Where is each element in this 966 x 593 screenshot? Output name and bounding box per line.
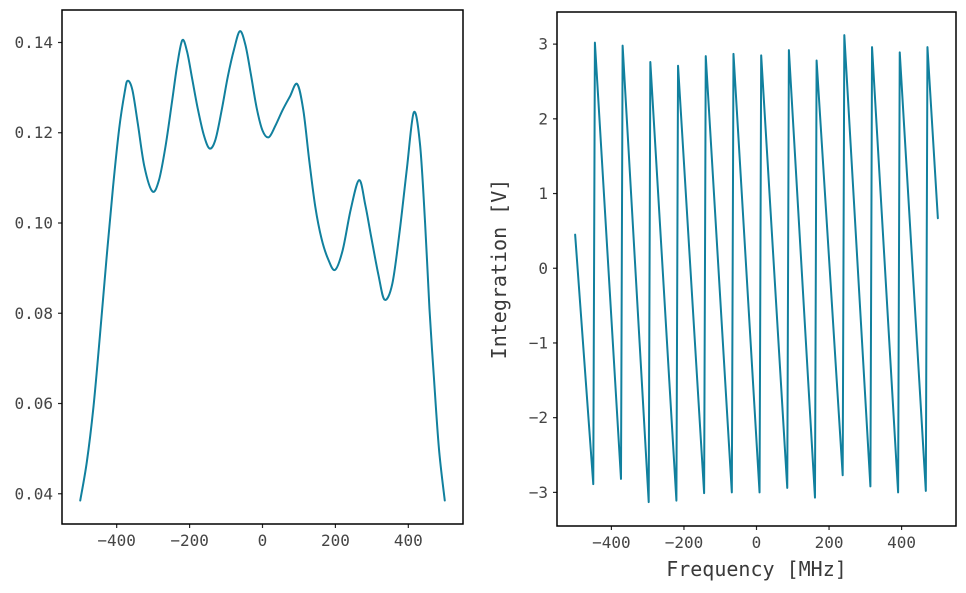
x-tick-label: 0 [258, 531, 268, 550]
x-tick-label: 200 [321, 531, 350, 550]
x-tick-label: 0 [752, 533, 762, 552]
y-tick-label: 0.04 [14, 484, 53, 503]
x-tick-label: 400 [394, 531, 423, 550]
x-tick-label: 400 [887, 533, 916, 552]
y-tick-label: −1 [529, 333, 548, 352]
y-tick-label: 0.10 [14, 214, 53, 233]
x-tick-label: −200 [665, 533, 704, 552]
y-tick-label: 0.12 [14, 123, 53, 142]
y-axis-label: Integration [V] [487, 178, 511, 360]
y-tick-label: −2 [529, 408, 548, 427]
integration-phase-curve [574, 34, 939, 504]
axes-frame-right [556, 11, 957, 527]
y-tick-label: −3 [529, 483, 548, 502]
y-tick-label: 0 [538, 259, 548, 278]
y-tick-label: 3 [538, 35, 548, 54]
y-tick-label: 0.06 [14, 394, 53, 413]
x-tick-label: −200 [170, 531, 209, 550]
x-tick-label: 200 [815, 533, 844, 552]
amplitude-spectrum-curve [79, 30, 446, 502]
y-tick-label: 2 [538, 109, 548, 128]
x-axis-label: Frequency [MHz] [666, 557, 847, 581]
y-tick-label: 0.14 [14, 33, 53, 52]
y-tick-label: 0.08 [14, 304, 53, 323]
y-tick-label: 1 [538, 184, 548, 203]
x-tick-label: −400 [97, 531, 136, 550]
axes-frame-left [61, 9, 464, 525]
x-tick-label: −400 [592, 533, 631, 552]
